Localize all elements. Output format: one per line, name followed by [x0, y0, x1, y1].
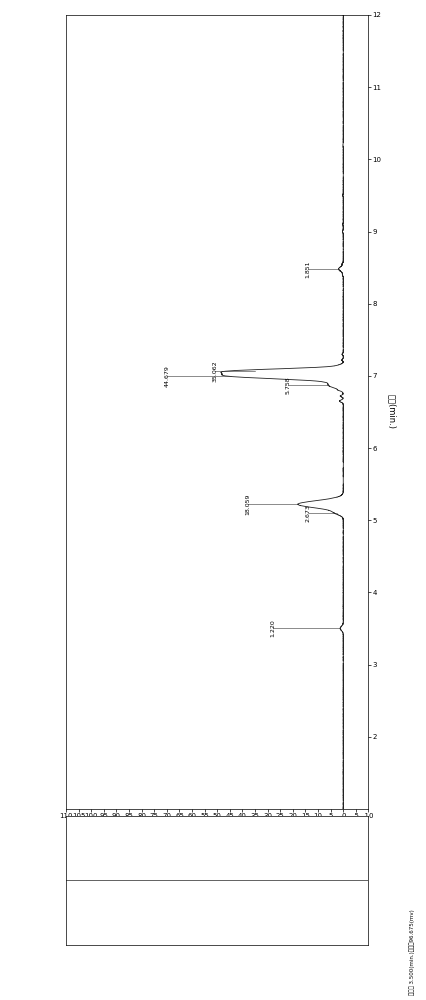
Text: 35.062: 35.062 [212, 360, 217, 382]
Text: 1.220: 1.220 [270, 620, 275, 637]
Y-axis label: 时间(min.): 时间(min.) [387, 394, 396, 429]
X-axis label: 电压 (mV): 电压 (mV) [201, 822, 234, 831]
Text: 5.758: 5.758 [285, 376, 291, 394]
Text: 44.679: 44.679 [164, 365, 170, 387]
Text: 时间： 3.500(min.)，电压96.675(mv): 时间： 3.500(min.)，电压96.675(mv) [410, 909, 415, 995]
Text: 2.673: 2.673 [305, 504, 311, 522]
Text: 18.059: 18.059 [245, 494, 250, 515]
Text: 1.851: 1.851 [305, 260, 311, 278]
